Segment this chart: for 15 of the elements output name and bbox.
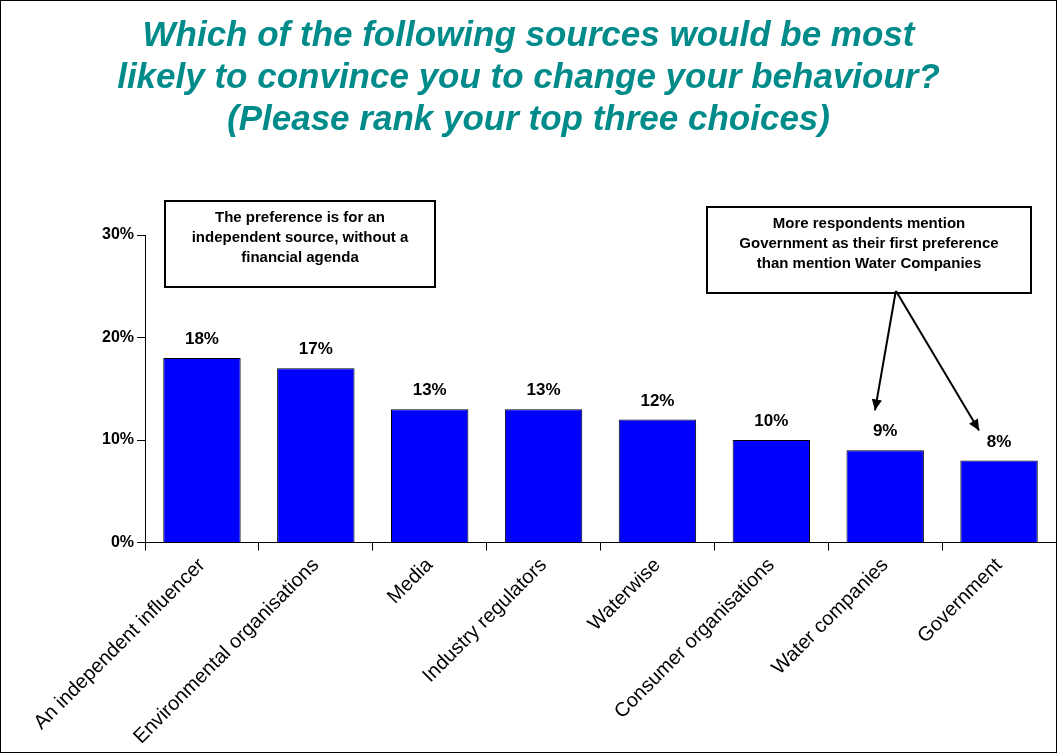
data-label: 8% — [986, 431, 1012, 451]
data-label: 18% — [184, 329, 219, 349]
y-tick-label: 10% — [101, 430, 135, 448]
y-tick-label: 20% — [101, 327, 135, 345]
note-box: The preference is for an independent source, without a financial agenda — [164, 200, 436, 288]
y-tick-label: 30% — [101, 225, 135, 243]
data-label: 10% — [754, 411, 789, 431]
data-label: 12% — [640, 390, 675, 410]
y-tick-label: 0% — [110, 532, 135, 550]
data-label: 13% — [526, 380, 561, 400]
data-label: 17% — [298, 339, 333, 359]
data-label: 9% — [872, 421, 898, 441]
data-label: 13% — [412, 380, 447, 400]
chart-title: Which of the following sources would be most likely to convince you to change your behaviour? (Please rank your top three choices) — [116, 13, 941, 139]
note-box: More respondents mention Government as their first preference than mention Water Companies — [706, 206, 1032, 294]
